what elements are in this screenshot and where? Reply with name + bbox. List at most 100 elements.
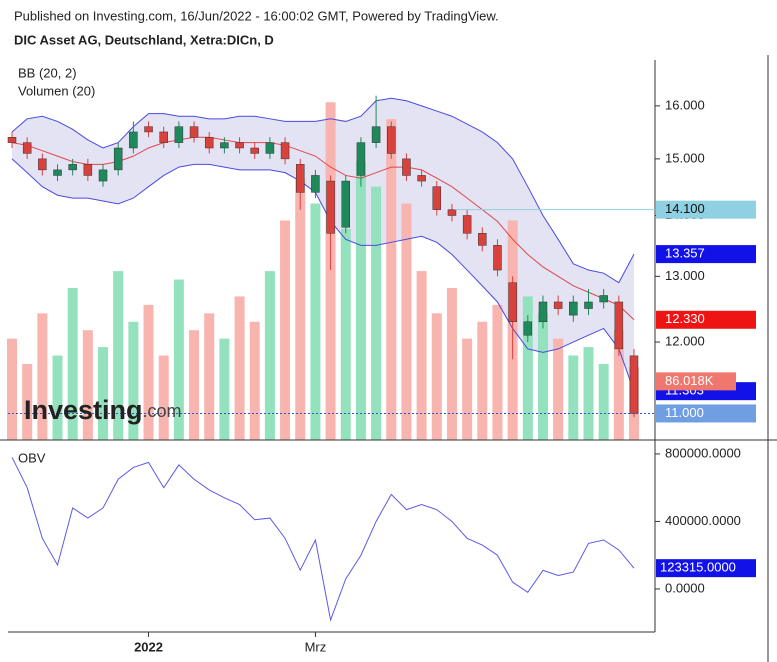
price-tag-label: 12.330 [665, 311, 705, 326]
volume-bar [189, 330, 200, 440]
x-tick-label: Mrz [305, 639, 327, 654]
volume-bar [325, 102, 336, 440]
volume-bar [492, 304, 503, 440]
legend-bb: BB (20, 2) [18, 65, 77, 80]
volume-bar [416, 271, 427, 440]
candle-body [295, 164, 305, 193]
volume-bar [522, 296, 533, 440]
candle-body [144, 126, 153, 133]
bb-lower [11, 158, 635, 392]
volume-bar [219, 338, 230, 440]
candle-body [220, 142, 229, 149]
volume-bar [537, 313, 548, 440]
candle-body [523, 321, 533, 336]
volume-tag [656, 372, 736, 391]
volume-bar [98, 347, 109, 440]
candle-body [402, 158, 411, 176]
candle-body [113, 147, 123, 171]
y-tick-label: 12.000 [665, 333, 705, 348]
price-tag [656, 310, 756, 329]
candle-body [235, 142, 244, 149]
candle-body [553, 301, 563, 309]
price-tag-label: 14.100 [665, 201, 705, 216]
volume-bar [128, 321, 139, 440]
candle-body [356, 142, 366, 176]
volume-bar [52, 355, 63, 440]
candle-body [341, 180, 351, 228]
candle-body [432, 186, 442, 210]
volume-bar [7, 338, 17, 440]
watermark-suffix: .com [143, 401, 182, 421]
candle-body [189, 126, 199, 138]
volume-bar [113, 271, 124, 440]
price-tag [656, 245, 756, 264]
volume-bar [568, 355, 579, 440]
candle-body [98, 169, 108, 182]
volume-bar [371, 186, 382, 440]
candle-body [478, 233, 487, 246]
price-tag-label: 13.357 [665, 246, 705, 261]
volume-bar [431, 313, 442, 440]
price-tag-label: 11.000 [665, 405, 704, 420]
volume-bar [249, 321, 260, 440]
candle-body [280, 142, 290, 160]
volume-bar [613, 330, 624, 440]
volume-bar [340, 228, 351, 440]
candle-body [508, 282, 517, 323]
candle-body [68, 164, 77, 171]
volume-bar [355, 161, 366, 441]
source-note: Published on Investing.com, 16/Jun/2022 … [14, 8, 499, 23]
candle-body [174, 126, 184, 143]
y-tick-label: 13.000 [665, 268, 705, 283]
candle-body [417, 175, 426, 182]
price-tag [656, 404, 756, 423]
candle-body [53, 169, 62, 176]
volume-bar [583, 347, 594, 440]
candle-body [629, 355, 639, 414]
obv-line [11, 457, 635, 622]
legend-obv: OBV [18, 450, 46, 465]
volume-bar [295, 178, 306, 440]
watermark-brand: Investing [24, 395, 143, 425]
volume-bar [598, 364, 609, 440]
volume-bar [22, 364, 33, 440]
candle-body [462, 215, 472, 234]
candle-body [204, 137, 214, 149]
volume-bar [310, 203, 321, 440]
volume-bar [401, 203, 412, 440]
candle-body [371, 126, 381, 143]
candle-body [129, 131, 138, 149]
bb-band [12, 98, 634, 392]
y-tick-label: 15.000 [665, 150, 705, 165]
obv-tag [656, 559, 756, 578]
candle-body [159, 131, 168, 143]
y-tick-label: 800000.0000 [665, 445, 741, 460]
volume-bar [204, 313, 215, 440]
candle-body [538, 301, 548, 323]
candle-body [584, 301, 593, 309]
candle-body [265, 142, 275, 154]
candle-body [569, 301, 578, 316]
candle-body [326, 180, 335, 234]
volume-bar [143, 304, 154, 440]
obv-tag-label: 123315.0000 [660, 560, 736, 575]
watermark: Investing.com [24, 395, 182, 425]
volume-bar [264, 271, 275, 440]
y-tick-label: 400000.0000 [665, 513, 741, 528]
y-tick-label: 16.000 [665, 97, 705, 112]
volume-bar [477, 321, 488, 440]
candle-body [38, 158, 47, 171]
volume-bar [386, 119, 397, 440]
volume-bar [67, 288, 78, 440]
x-tick-label: 2022 [134, 639, 163, 654]
candle-body [599, 295, 608, 303]
candle-body [614, 301, 624, 350]
candle-body [250, 147, 259, 154]
candle-body [83, 164, 93, 176]
price-tag [656, 200, 756, 219]
candle-body [22, 142, 32, 154]
volume-bar [173, 279, 184, 440]
volume-bar [553, 338, 564, 440]
volume-bar [158, 355, 169, 440]
